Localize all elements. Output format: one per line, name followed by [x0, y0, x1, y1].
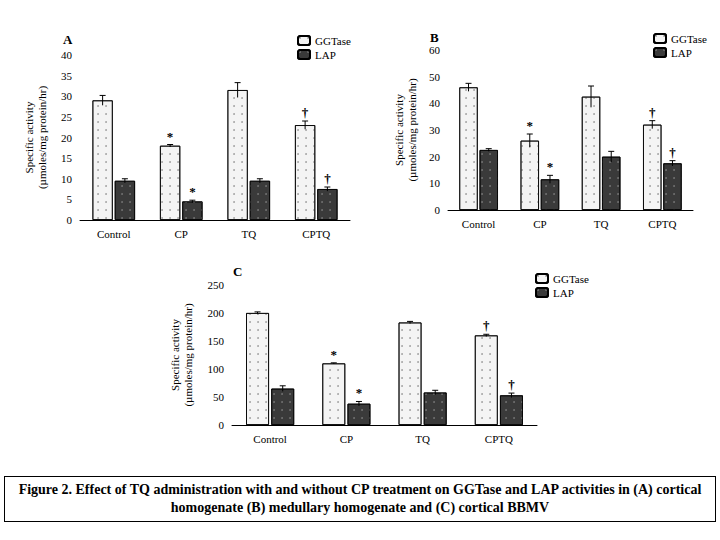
svg-text:*: *: [331, 347, 338, 362]
svg-text:10: 10: [429, 177, 441, 189]
svg-text:Control: Control: [97, 228, 131, 240]
svg-text:TQ: TQ: [594, 218, 609, 230]
svg-text:Specific activity: Specific activity: [169, 319, 181, 391]
svg-text:TQ: TQ: [241, 228, 256, 240]
svg-text:25: 25: [61, 111, 73, 123]
svg-text:CPTQ: CPTQ: [302, 228, 330, 240]
svg-text:GGTase: GGTase: [671, 33, 707, 45]
svg-text:30: 30: [61, 90, 73, 102]
svg-text:(µmoles/mg protein/hr): (µmoles/mg protein/hr): [36, 86, 49, 190]
svg-text:15: 15: [61, 152, 73, 164]
svg-text:(µmoles/mg protein/hr): (µmoles/mg protein/hr): [406, 78, 419, 182]
html-text:Figure 2. Effect of TQ adminis: Figure 2. Effect of TQ administration wi…: [18, 482, 702, 515]
svg-text:LAP: LAP: [671, 47, 692, 59]
svg-text:*: *: [547, 159, 554, 174]
svg-text:†: †: [302, 105, 309, 120]
svg-text:†: †: [508, 377, 515, 392]
svg-text:250: 250: [208, 279, 225, 291]
svg-text:200: 200: [208, 307, 225, 319]
svg-text:150: 150: [208, 335, 225, 347]
svg-text:*: *: [167, 129, 174, 144]
svg-text:30: 30: [429, 124, 441, 136]
svg-text:CP: CP: [340, 433, 353, 445]
svg-text:20: 20: [61, 132, 73, 144]
svg-text:0: 0: [435, 204, 441, 216]
svg-text:Control: Control: [253, 433, 287, 445]
svg-text:0: 0: [67, 214, 73, 226]
svg-text:*: *: [527, 118, 534, 133]
svg-text:GGTase: GGTase: [553, 273, 589, 285]
svg-text:CP: CP: [533, 218, 546, 230]
svg-text:*: *: [189, 184, 196, 199]
svg-text:†: †: [483, 318, 490, 333]
svg-text:60: 60: [429, 44, 441, 56]
svg-text:5: 5: [67, 193, 73, 205]
svg-text:0: 0: [219, 419, 225, 431]
svg-text:20: 20: [429, 151, 441, 163]
svg-text:LAP: LAP: [315, 49, 336, 61]
svg-text:CPTQ: CPTQ: [648, 218, 676, 230]
svg-text:LAP: LAP: [553, 287, 574, 299]
svg-text:10: 10: [61, 173, 73, 185]
svg-text:*: *: [356, 385, 363, 400]
svg-text:GGTase: GGTase: [315, 35, 351, 47]
svg-text:(µmoles/mg protein/hr): (µmoles/mg protein/hr): [182, 303, 195, 407]
svg-text:35: 35: [61, 70, 73, 82]
svg-text:Specific activity: Specific activity: [23, 101, 35, 173]
svg-text:CPTQ: CPTQ: [485, 433, 513, 445]
svg-text:†: †: [324, 171, 331, 186]
svg-text:†: †: [649, 105, 656, 120]
svg-text:†: †: [669, 145, 676, 160]
svg-text:50: 50: [213, 391, 225, 403]
svg-text:40: 40: [61, 49, 73, 61]
svg-text:Specific activity: Specific activity: [393, 94, 405, 166]
svg-text:B: B: [430, 30, 439, 45]
svg-text:100: 100: [208, 363, 225, 375]
svg-text:Control: Control: [462, 218, 496, 230]
svg-text:50: 50: [429, 71, 441, 83]
svg-text:CP: CP: [175, 228, 188, 240]
svg-text:TQ: TQ: [415, 433, 430, 445]
svg-text:C: C: [233, 264, 242, 279]
svg-text:40: 40: [429, 97, 441, 109]
svg-text:A: A: [63, 32, 73, 47]
